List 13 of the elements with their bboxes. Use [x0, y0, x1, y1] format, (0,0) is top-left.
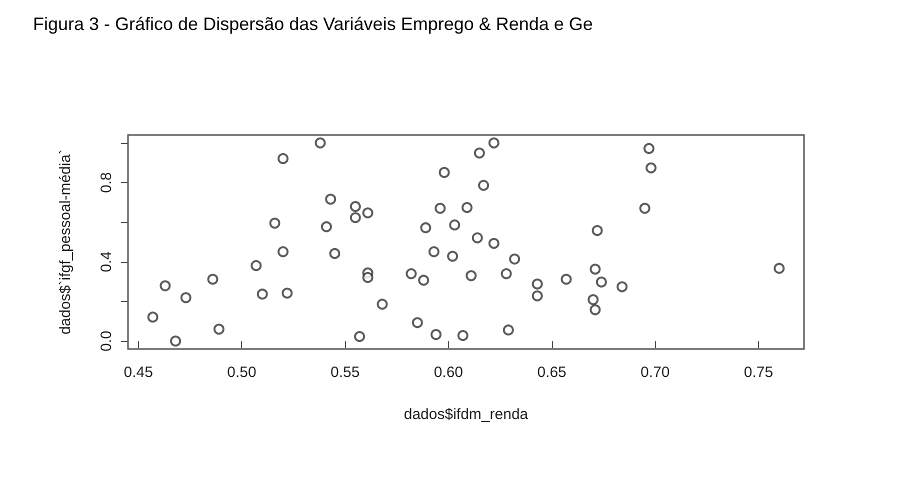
chart-title: Figura 3 - Gráfico de Dispersão das Variáveis Emprego & Renda e Ge [33, 14, 593, 34]
x-tick-label: 0.50 [227, 364, 256, 381]
y-tick-label: 0.0 [98, 330, 115, 352]
x-tick-label: 0.60 [434, 364, 464, 381]
x-axis-title: dados$ifdm_renda [404, 406, 529, 423]
x-tick-label: 0.45 [124, 364, 153, 381]
x-tick-label: 0.70 [640, 364, 670, 381]
y-tick-label: 0.8 [98, 172, 115, 193]
x-tick-label: 0.55 [330, 364, 360, 381]
y-tick-label: 0.4 [98, 251, 115, 272]
y-axis-title: dados$`ifgf_pessoal-média` [57, 149, 74, 335]
x-tick-label: 0.75 [744, 364, 774, 381]
x-tick-label: 0.65 [537, 364, 566, 381]
